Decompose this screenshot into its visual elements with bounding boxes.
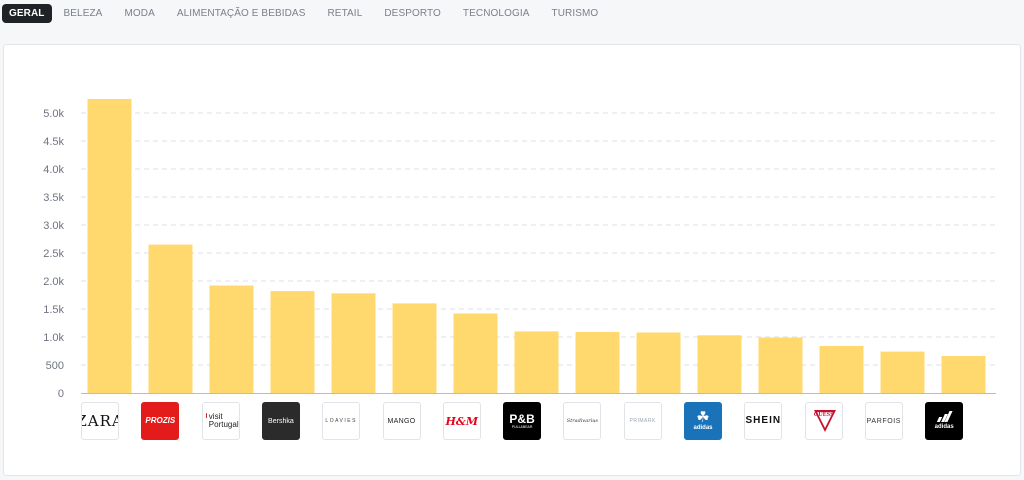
mango-logo-text: MANGO — [387, 417, 416, 425]
pull-and-bear-logo-text: P&B — [509, 411, 535, 426]
mango-logo: MANGO — [382, 402, 421, 440]
chart-card: 0 500 1.0k 1.5k 2.0k 2.5k 3.0k 3.5k 4.0k 4.5k 5.0k… — [3, 44, 1021, 476]
stradivarius-logo-text: Stradivarius — [566, 417, 598, 424]
y-tick-label: 5.0k — [43, 108, 64, 120]
bershka-logo-text: Bershka — [268, 417, 294, 425]
tab-moda[interactable]: MODA — [124, 7, 155, 19]
bar-visit-portugal[interactable] — [209, 285, 254, 393]
y-tick-label: 2.5k — [43, 248, 64, 260]
hm-logo: H&M — [442, 402, 481, 440]
adidas-logo-text: adidas — [934, 424, 954, 430]
visit-portugal-mark-icon — [205, 413, 207, 418]
y-tick-label: 3.0k — [43, 220, 64, 232]
bar-bershka[interactable] — [270, 291, 315, 393]
pull-and-bear-logo-wordmark: P&B PULL&BEAR — [509, 413, 534, 430]
tab-geral[interactable]: GERAL — [2, 3, 52, 23]
visit-portugal-logo-wordmark: visit Portugal — [209, 413, 239, 429]
prozis-logo: PROZIS — [141, 402, 180, 440]
bershka-logo: Bershka — [261, 402, 300, 440]
bershka-logo-wordmark: Bershka — [268, 418, 294, 425]
y-tick-label: 1.5k — [43, 304, 64, 316]
bar-prozis[interactable] — [148, 244, 193, 393]
guess-triangle-inner-icon — [816, 412, 833, 428]
guess-logo-text: GUESS — [813, 412, 834, 418]
shein-logo: SHEIN — [744, 402, 783, 440]
y-tick-label: 500 — [46, 360, 64, 372]
three-stripes-icon — [937, 411, 953, 422]
y-tick-label: 4.5k — [43, 136, 64, 148]
adidas-logo-wordmark: adidas — [934, 411, 954, 430]
mango-logo-wordmark: MANGO — [388, 418, 416, 425]
tab-desporto[interactable]: DESPORTO — [384, 7, 441, 19]
zara-logo-text: ZARA — [82, 411, 118, 430]
tab-alimentação-e-bebidas[interactable]: ALIMENTAÇÃO E BEBIDAS — [176, 7, 306, 19]
shein-logo-text: SHEIN — [745, 415, 782, 426]
y-tick-label: 2.0k — [43, 276, 64, 288]
visit-portugal-logo-subtext: Portugal — [208, 420, 239, 429]
pull-and-bear-logo-subtext: PULL&BEAR — [511, 424, 533, 429]
y-tick-label: 1.0k — [43, 332, 64, 344]
zara-logo-wordmark: ZARA — [82, 411, 118, 430]
stradivarius-logo-wordmark: Stradivarius — [566, 417, 598, 424]
shein-logo-wordmark: SHEIN — [746, 416, 782, 426]
loavies-logo: LOAVIES — [322, 402, 361, 440]
primark-logo: PRIMARK — [623, 402, 662, 440]
bar-chart: 0 500 1.0k 1.5k 2.0k 2.5k 3.0k 3.5k 4.0k 4.5k 5.0k — [43, 99, 996, 400]
primark-logo-text: PRIMARK — [629, 417, 656, 424]
bar-stradivarius[interactable] — [575, 331, 620, 393]
category-tabs: GERAL BELEZA MODA ALIMENTAÇÃO E BEBIDAS RETA… — [2, 2, 610, 24]
bar-mango[interactable] — [392, 303, 437, 393]
guess-logo-wordmark: GUESS — [814, 412, 834, 418]
tab-retail[interactable]: RETAIL — [327, 7, 363, 19]
y-tick-label: 4.0k — [43, 164, 64, 176]
bar-adidas[interactable] — [697, 335, 742, 393]
adidas-originals-logo: ☘ adidas — [684, 402, 722, 440]
bar-primark[interactable] — [636, 332, 681, 393]
trefoil-icon: ☘ — [696, 409, 710, 426]
hm-logo-text: H&M — [445, 414, 479, 428]
adidas-logo: adidas — [925, 402, 964, 440]
adidas-originals-logo-wordmark: ☘ adidas — [693, 409, 713, 431]
visit-portugal-logo-text: visit — [208, 412, 223, 421]
bar-parfois[interactable] — [880, 351, 925, 393]
y-tick-label: 0 — [58, 388, 64, 400]
bar-adidas[interactable] — [941, 356, 986, 393]
hm-logo-wordmark: H&M — [446, 416, 479, 427]
parfois-logo-wordmark: PARFOIS — [867, 418, 901, 425]
primark-logo-wordmark: PRIMARK — [629, 417, 656, 424]
adidas-originals-logo-text: adidas — [693, 425, 713, 431]
parfois-logo: PARFOIS — [864, 402, 903, 440]
bar-shein[interactable] — [758, 337, 803, 393]
loavies-logo-wordmark: LOAVIES — [325, 417, 357, 424]
pull-and-bear-logo: P&B PULL&BEAR — [503, 402, 542, 440]
prozis-logo-text: PROZIS — [145, 416, 176, 425]
parfois-logo-text: PARFOIS — [866, 417, 902, 425]
tab-tecnologia[interactable]: TECNOLOGIA — [462, 7, 530, 19]
bar-p-b-pull-bear[interactable] — [514, 331, 559, 393]
y-tick-label: 3.5k — [43, 192, 64, 204]
bar-loavies[interactable] — [331, 293, 376, 393]
visit-portugal-logo: visit Portugal — [201, 402, 240, 440]
bar-guess[interactable] — [819, 345, 864, 393]
bar-h-m[interactable] — [453, 313, 498, 393]
prozis-logo-wordmark: PROZIS — [145, 417, 175, 425]
bar-zara[interactable] — [87, 99, 132, 393]
tab-beleza[interactable]: BELEZA — [63, 7, 103, 19]
stradivarius-logo: Stradivarius — [563, 402, 602, 440]
zara-logo: ZARA — [81, 402, 119, 440]
tab-turismo[interactable]: TURISMO — [551, 7, 599, 19]
guess-logo: GUESS — [804, 402, 843, 440]
loavies-logo-text: LOAVIES — [325, 417, 357, 424]
